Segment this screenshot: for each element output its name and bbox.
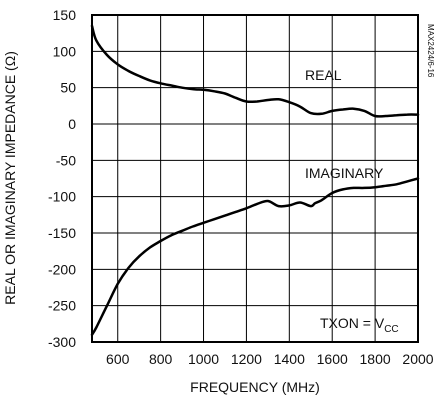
x-tick-1400: 1400 [274,351,305,367]
series-line-imaginary [90,177,420,336]
condition-main: TXON = V [320,315,385,331]
series-label-real: REAL [305,67,342,83]
y-tick-150: 150 [53,7,77,23]
y-tick--100: -100 [48,189,76,205]
y-tick-50: 50 [60,80,76,96]
y-tick--300: -300 [48,334,76,350]
y-tick--150: -150 [48,225,76,241]
series-label-imaginary: IMAGINARY [305,165,384,181]
x-tick-1600: 1600 [317,351,348,367]
condition-subscript: CC [384,324,398,335]
y-tick--50: -50 [56,152,76,168]
x-axis-label: FREQUENCY (MHz) [190,379,320,395]
y-tick-0: 0 [68,116,76,132]
figure-code: MAX2424/6-16 [426,24,435,78]
x-tick-800: 800 [149,351,173,367]
condition-annotation: TXON = VCC [320,315,399,335]
x-tick-2000: 2000 [402,351,433,367]
y-tick-100: 100 [53,43,77,59]
series-line-real [90,24,420,118]
x-tick-1200: 1200 [231,351,262,367]
x-tick-labels: 600 800 1000 1200 1400 1600 1800 2000 [106,351,434,367]
y-tick-labels: 150 100 50 0 -50 -100 -150 -200 -250 -300 [48,7,76,350]
series-lines [90,24,420,336]
plot-frame [91,14,419,343]
x-tick-600: 600 [106,351,130,367]
x-tick-1000: 1000 [188,351,219,367]
y-tick--250: -250 [48,298,76,314]
y-axis-label: REAL OR IMAGINARY IMPEDANCE (Ω) [2,51,18,305]
y-tick--200: -200 [48,261,76,277]
x-tick-1800: 1800 [360,351,391,367]
